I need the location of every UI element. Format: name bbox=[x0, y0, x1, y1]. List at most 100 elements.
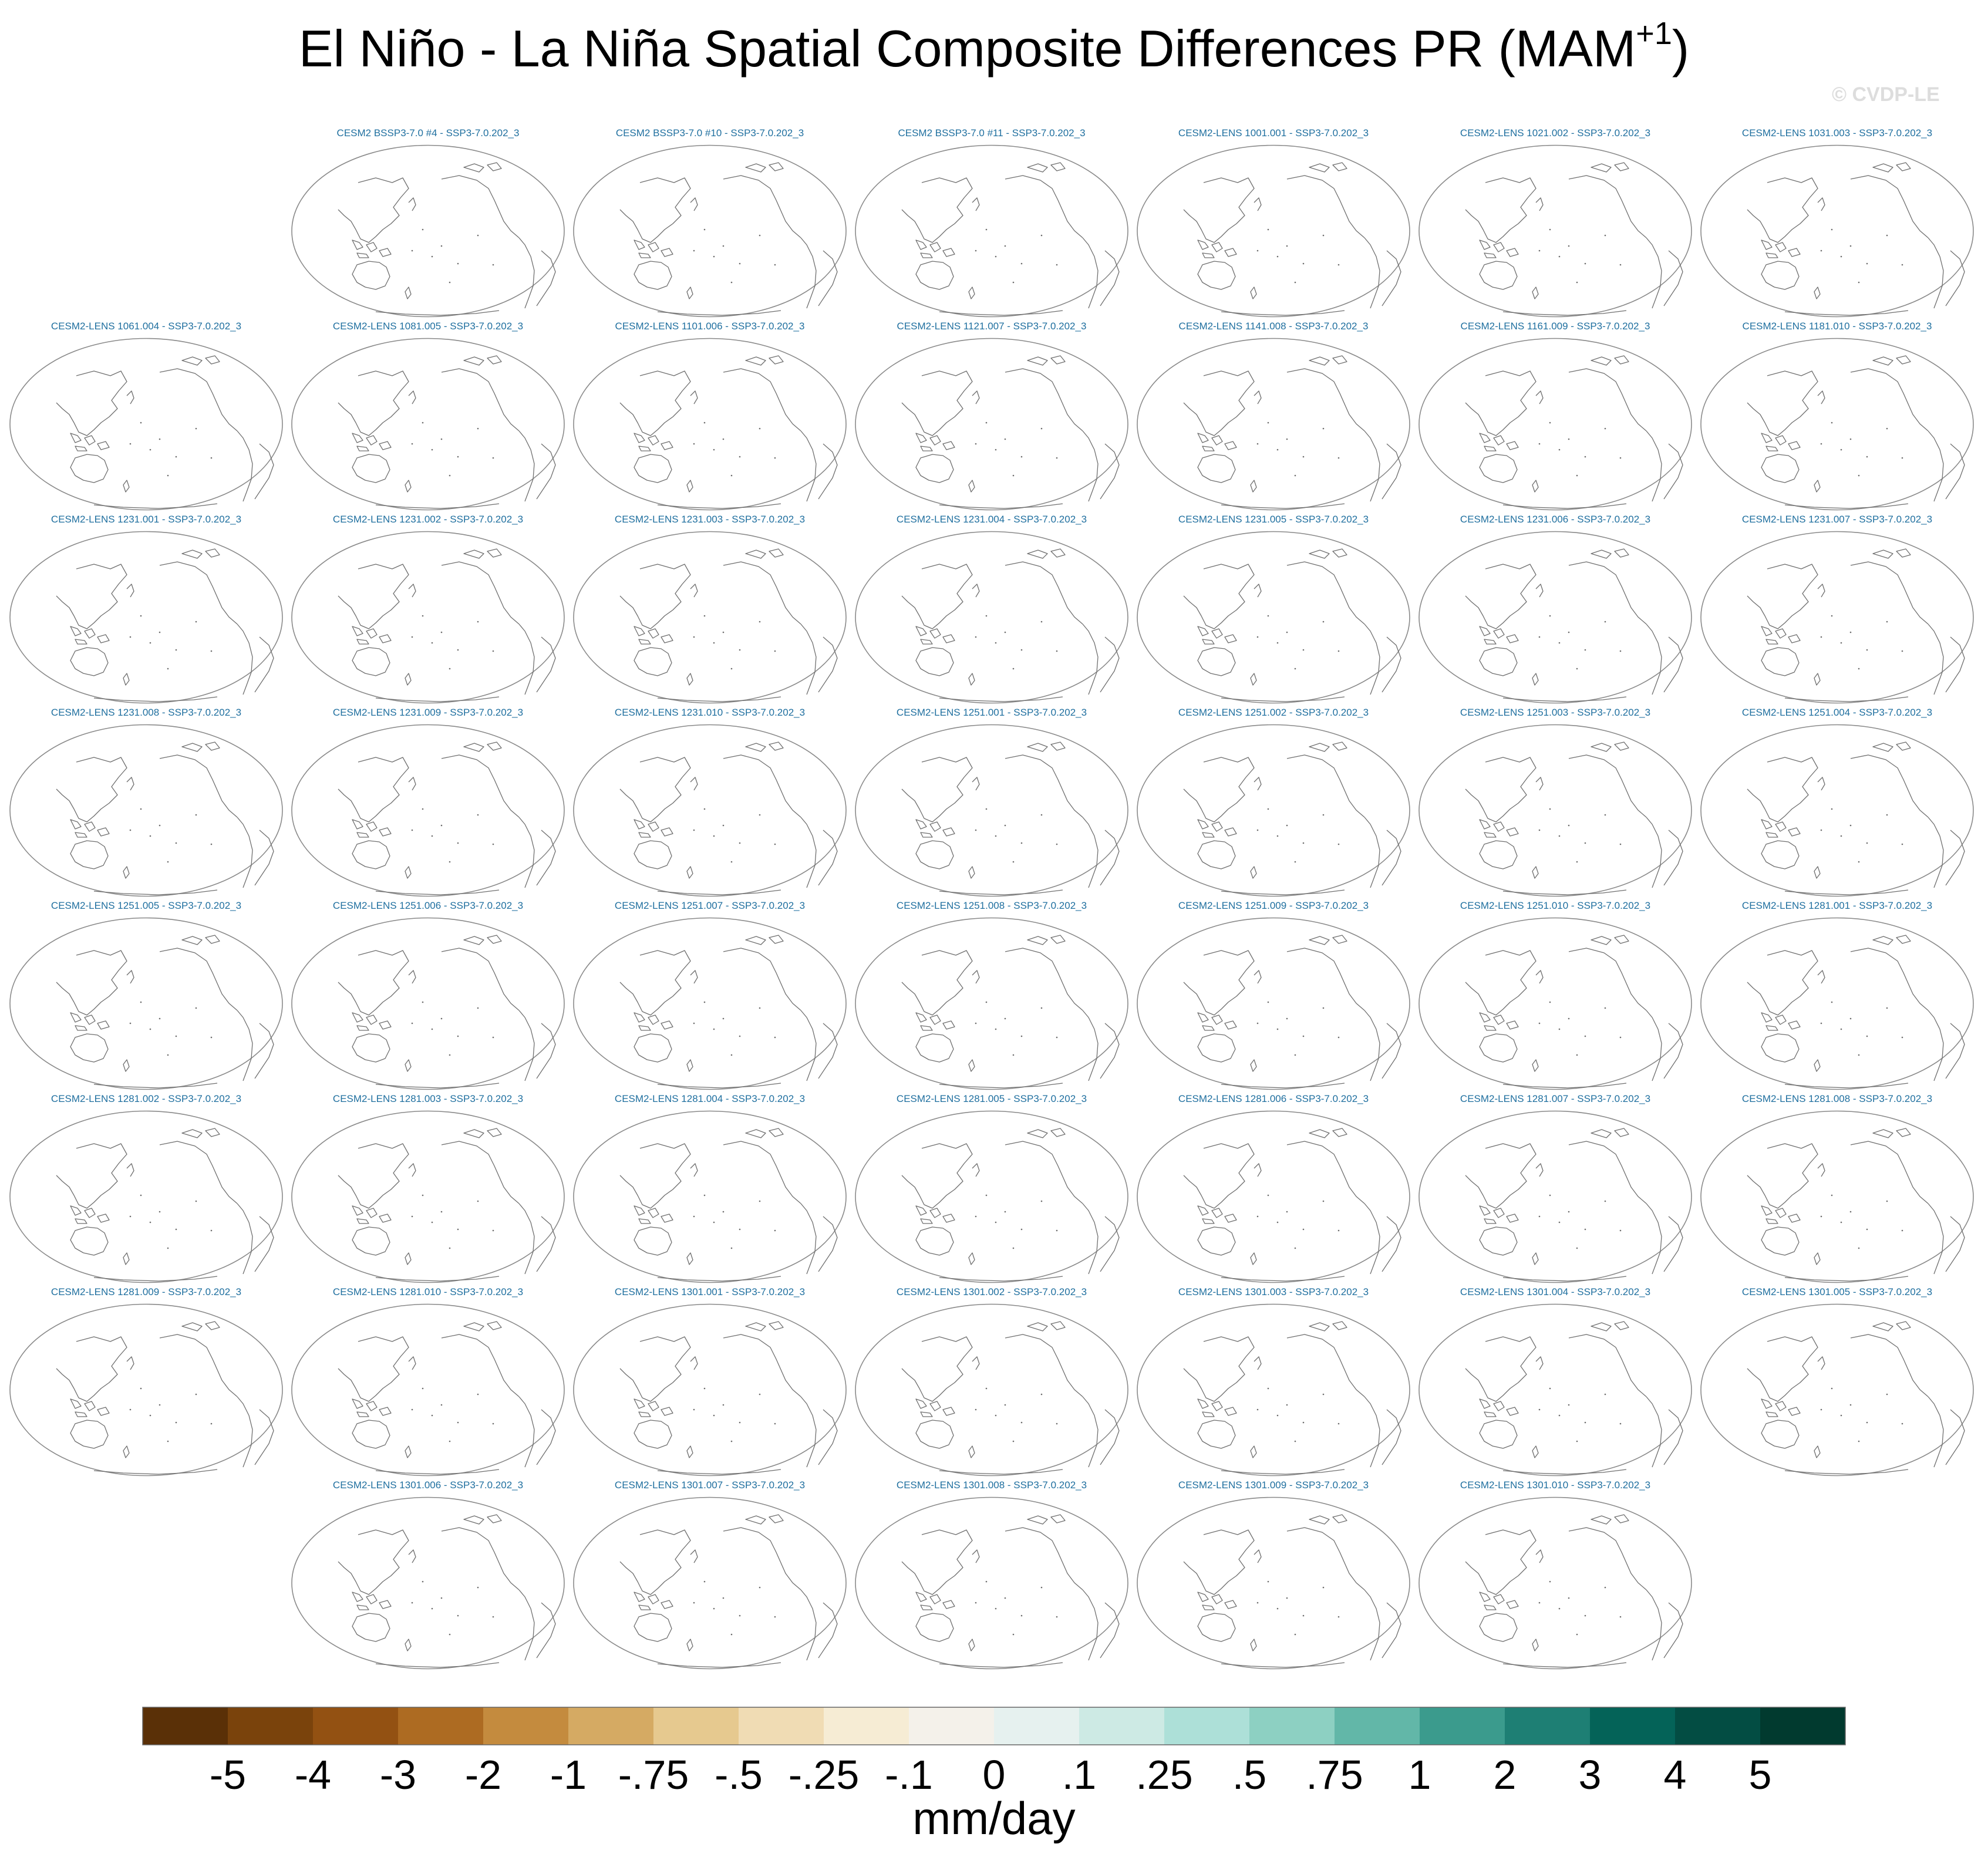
coastline bbox=[518, 1396, 535, 1468]
island bbox=[149, 1221, 151, 1223]
coastline bbox=[1050, 1128, 1066, 1137]
coastline bbox=[634, 1033, 672, 1063]
coastline bbox=[745, 936, 766, 945]
island bbox=[1286, 824, 1288, 827]
map-boundary bbox=[573, 1303, 847, 1477]
island bbox=[140, 1001, 142, 1003]
coastline bbox=[1100, 1409, 1120, 1465]
island bbox=[1820, 829, 1822, 831]
coastline bbox=[1614, 1321, 1629, 1330]
colorbar-tick-label: -.25 bbox=[789, 1752, 860, 1798]
coastline bbox=[619, 1143, 691, 1209]
island bbox=[457, 262, 459, 265]
island bbox=[411, 1602, 413, 1604]
map-boundary bbox=[1418, 338, 1692, 511]
coastline bbox=[97, 1020, 110, 1030]
coastline bbox=[920, 639, 933, 645]
coastline bbox=[1761, 840, 1800, 869]
island bbox=[457, 456, 459, 458]
island bbox=[411, 636, 413, 638]
coastline bbox=[405, 673, 412, 686]
panel-title: CESM2-LENS 1251.005 - SSP3-7.0.202_3 bbox=[50, 900, 242, 911]
coastline bbox=[352, 454, 390, 483]
coastline bbox=[1082, 430, 1099, 502]
island bbox=[1538, 1215, 1541, 1218]
island bbox=[1020, 1614, 1023, 1617]
island bbox=[713, 449, 715, 451]
map-panel: CESM2-LENS 1301.002 - SSP3-7.0.202_3 bbox=[851, 1286, 1132, 1480]
coastline bbox=[1183, 177, 1255, 243]
island bbox=[975, 636, 977, 638]
coastline bbox=[1817, 970, 1825, 984]
coastline bbox=[70, 1398, 82, 1409]
island bbox=[985, 1001, 988, 1003]
coastline bbox=[929, 1208, 941, 1218]
coastline bbox=[379, 1407, 392, 1416]
island bbox=[703, 228, 706, 231]
coastline bbox=[1479, 1592, 1491, 1602]
coastline bbox=[1479, 1613, 1518, 1642]
island bbox=[774, 1616, 776, 1618]
world-map bbox=[291, 1496, 565, 1670]
colorbar-tick-label: -.75 bbox=[618, 1752, 689, 1798]
coastline bbox=[1493, 1594, 1505, 1605]
coastline bbox=[338, 1336, 409, 1402]
map-boundary bbox=[1700, 724, 1974, 897]
coastline bbox=[97, 1407, 110, 1416]
island bbox=[1849, 1017, 1852, 1020]
panel-title: CESM2-LENS 1181.010 - SSP3-7.0.202_3 bbox=[1742, 321, 1932, 332]
panel-title: CESM2-LENS 1161.009 - SSP3-7.0.202_3 bbox=[1460, 321, 1650, 332]
coastline bbox=[356, 252, 369, 258]
colorbar-swatch bbox=[483, 1707, 569, 1745]
coastline bbox=[70, 454, 109, 483]
coastline bbox=[686, 480, 693, 493]
coastline bbox=[1896, 162, 1911, 171]
island bbox=[985, 808, 988, 810]
coastline bbox=[405, 286, 412, 299]
coastline bbox=[942, 634, 955, 643]
coastline bbox=[619, 757, 691, 823]
coastline bbox=[408, 1549, 416, 1563]
coastline bbox=[745, 1515, 766, 1525]
island bbox=[1276, 835, 1279, 837]
coastline bbox=[901, 1529, 973, 1595]
panel-title: CESM2-LENS 1231.009 - SSP3-7.0.202_3 bbox=[332, 707, 524, 718]
island bbox=[1886, 1393, 1888, 1396]
island bbox=[693, 1022, 695, 1024]
map-panel: CESM2-LENS 1301.010 - SSP3-7.0.202_3 bbox=[1415, 1479, 1696, 1673]
island bbox=[1568, 438, 1570, 440]
coastline bbox=[661, 441, 673, 450]
island bbox=[411, 829, 413, 831]
island bbox=[1858, 668, 1860, 670]
coastline bbox=[1211, 1014, 1223, 1025]
coastline bbox=[1532, 866, 1539, 879]
coastline bbox=[518, 1203, 535, 1275]
coastline bbox=[723, 368, 801, 432]
island bbox=[995, 835, 997, 837]
map-panel: CESM2 BSSP3-7.0 #4 - SSP3-7.0.202_3 bbox=[288, 127, 568, 321]
map-panel: CESM2-LENS 1251.003 - SSP3-7.0.202_3 bbox=[1415, 707, 1696, 901]
island bbox=[1004, 245, 1006, 247]
island bbox=[713, 642, 715, 644]
coastline bbox=[352, 840, 390, 869]
island bbox=[1538, 1602, 1541, 1604]
coastline bbox=[123, 866, 130, 879]
map-panel: CESM2-LENS 1231.008 - SSP3-7.0.202_3 bbox=[6, 707, 287, 901]
coastline bbox=[686, 1252, 693, 1265]
coastline bbox=[972, 1356, 980, 1370]
coastline bbox=[968, 673, 975, 686]
coastline bbox=[915, 647, 954, 676]
island bbox=[1276, 642, 1279, 644]
island bbox=[449, 1440, 451, 1442]
island bbox=[1840, 255, 1842, 258]
coastline bbox=[97, 1214, 110, 1223]
coastline bbox=[181, 936, 203, 945]
coastline bbox=[638, 639, 651, 645]
island bbox=[1901, 843, 1903, 845]
coastline bbox=[800, 1589, 817, 1661]
island bbox=[995, 1607, 997, 1610]
map-boundary bbox=[9, 724, 283, 897]
coastline bbox=[968, 286, 975, 299]
coastline bbox=[1254, 584, 1262, 598]
island bbox=[167, 1440, 169, 1442]
